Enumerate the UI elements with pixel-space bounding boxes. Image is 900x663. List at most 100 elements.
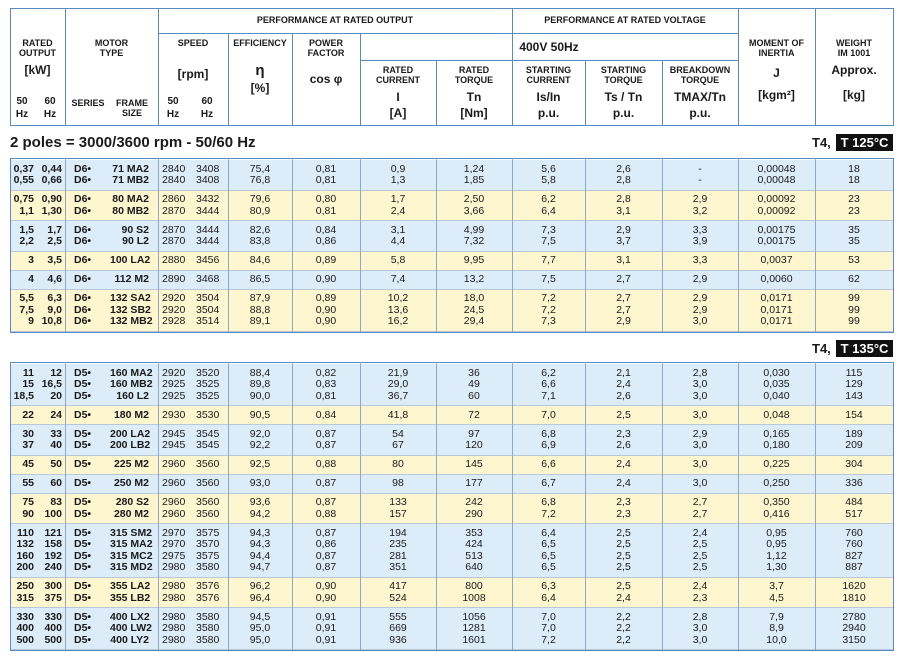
cell: 2,9: [692, 427, 708, 440]
cell: 18,5: [13, 389, 34, 402]
row-group: [10, 406, 894, 425]
column-rule: [893, 158, 894, 332]
cell: 330: [44, 610, 62, 623]
cell: 160: [16, 549, 34, 562]
cell: 5,8: [390, 254, 406, 267]
cell: 2,9: [616, 315, 631, 328]
cell: 94,3: [249, 538, 271, 551]
cell: 281: [389, 549, 407, 562]
cell: 3560: [196, 496, 220, 509]
cell: 2,5: [616, 561, 631, 574]
cell: 121: [44, 526, 62, 539]
row-group: [10, 221, 894, 252]
cell: 53: [848, 254, 860, 267]
cell: D5•: [74, 378, 92, 391]
header-label: 50: [16, 96, 28, 107]
cell: 7,7: [541, 254, 556, 267]
rule: [158, 8, 159, 126]
cell: 5,5: [19, 292, 34, 305]
cell: D6•: [74, 223, 92, 236]
cell: 669: [389, 622, 407, 635]
column-rule: [512, 158, 513, 332]
row-group: [10, 455, 894, 475]
header-label: 50: [167, 96, 179, 107]
column-rule: [10, 158, 11, 332]
row-group: [10, 160, 894, 191]
rule: [292, 33, 293, 126]
cell: 9,95: [463, 254, 485, 267]
cell: 3,0: [692, 477, 708, 490]
cell: 7,5: [541, 235, 556, 248]
cell: 3150: [842, 633, 866, 646]
cell: 3545: [196, 439, 220, 452]
cell: 92,2: [249, 439, 271, 452]
cell: 2,8: [616, 193, 631, 206]
cell: 7,0: [541, 622, 556, 635]
cell: 94,7: [249, 561, 271, 574]
cell: 143: [845, 389, 863, 402]
cell: 0,83: [315, 378, 337, 391]
cell: 242: [465, 496, 483, 509]
cell: 4: [28, 273, 34, 286]
cell: 2,3: [616, 427, 631, 440]
cell: 0,87: [315, 561, 337, 574]
cell: 3504: [196, 292, 220, 305]
header-label: MOTOR TYPE: [94, 38, 129, 58]
header-label: [kW]: [24, 63, 51, 77]
cell: 400 LW2: [110, 622, 153, 635]
cell: 0,88: [315, 507, 337, 520]
cell: 132 SB2: [110, 303, 151, 316]
cell: 2,5: [616, 580, 631, 593]
cell: 82,6: [249, 223, 271, 236]
cell: 132 SA2: [110, 292, 151, 305]
cell: 2980: [162, 622, 186, 635]
cell: 0,250: [763, 477, 790, 490]
cell: 400 LY2: [110, 633, 149, 646]
cell: 10,2: [387, 292, 409, 305]
column-rule: [662, 158, 663, 332]
cell: 827: [845, 549, 863, 562]
cell: 2,7: [616, 273, 631, 286]
cell: D5•: [74, 610, 92, 623]
cell: 71 MB2: [112, 174, 149, 187]
cell: 100 LA2: [110, 254, 151, 267]
rule: [10, 362, 894, 363]
header-label: STARTING TORQUE: [600, 65, 647, 85]
rule: [10, 8, 11, 126]
cell: 336: [845, 477, 863, 490]
cell: 250 M2: [113, 477, 149, 490]
cell: 6,9: [541, 439, 556, 452]
cell: 330: [16, 610, 34, 623]
cell: 2,5: [692, 549, 708, 562]
temperature-badge: T 135°C: [836, 340, 893, 357]
cell: 194: [389, 526, 407, 539]
cell: 2,4: [616, 378, 631, 391]
cell: 2920: [162, 292, 186, 305]
cell: 3,0: [692, 389, 708, 402]
cell: 6,5: [541, 538, 556, 551]
cell: 23: [848, 193, 860, 206]
cell: 15: [22, 378, 34, 391]
cell: 1,1: [19, 204, 34, 217]
cell: 13,2: [463, 273, 485, 286]
cell: 36,7: [387, 389, 409, 402]
row-group: [10, 524, 894, 578]
cell: 84,6: [249, 254, 271, 267]
row-group: [10, 425, 894, 456]
rule: [10, 158, 894, 159]
cell: 115: [845, 366, 863, 379]
cell: 2,3: [692, 591, 708, 604]
cell: 0,87: [315, 427, 337, 440]
cell: D5•: [74, 439, 92, 452]
cell: 0,87: [315, 526, 337, 539]
cell: 6,8: [541, 427, 556, 440]
cell: 936: [389, 633, 407, 646]
cell: 16,5: [41, 378, 62, 391]
cell: 2,5: [616, 549, 631, 562]
cell: D5•: [74, 622, 92, 635]
cell: 2,6: [616, 162, 631, 175]
cell: 2,5: [616, 408, 631, 421]
cell: 4,4: [390, 235, 406, 248]
cell: 94,5: [249, 610, 271, 623]
